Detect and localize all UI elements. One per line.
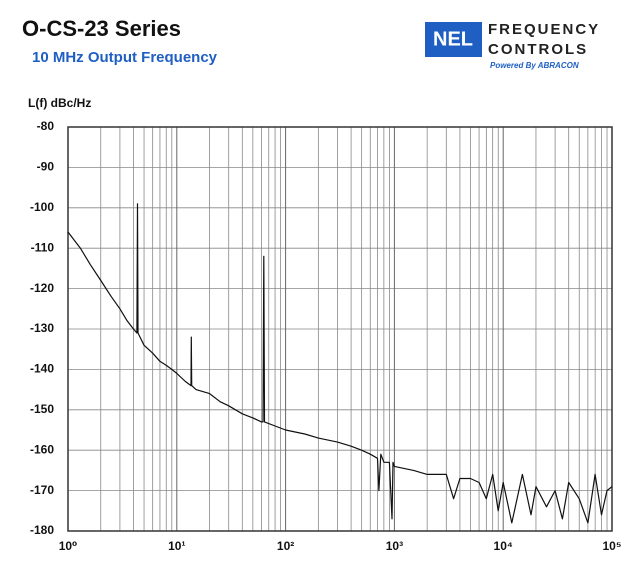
y-tick-label: -120 <box>30 281 54 295</box>
y-tick-label: -170 <box>30 483 54 497</box>
y-tick-label: -180 <box>30 523 54 537</box>
plot-frame <box>67 126 613 532</box>
chart-subtitle: 10 MHz Output Frequency <box>32 49 218 66</box>
y-tick-label: -110 <box>31 240 55 254</box>
chart-title: O-CS-23 Series <box>22 16 181 41</box>
y-tick-label: -90 <box>37 160 55 174</box>
x-tick-label: 10⁵ <box>603 539 622 553</box>
y-tick-label: -100 <box>30 200 54 214</box>
y-tick-label: -80 <box>37 119 55 133</box>
logo-line: CONTROLS <box>488 41 588 58</box>
x-tick-label: 10² <box>277 539 294 553</box>
x-tick-label: 10³ <box>386 539 403 553</box>
x-tick-label: 10⁰ <box>59 539 78 553</box>
logo-tagline: Powered By ABRACON <box>490 61 579 70</box>
y-axis-label: L(f) dBc/Hz <box>28 96 91 110</box>
y-tick-label: -140 <box>30 362 54 376</box>
x-tick-label: 10¹ <box>168 539 185 553</box>
logo-line: FREQUENCY <box>488 21 600 38</box>
logo-mark: NEL <box>433 28 473 50</box>
y-tick-label: -150 <box>30 402 54 416</box>
y-tick-label: -130 <box>30 321 54 335</box>
logo-box <box>425 22 482 57</box>
y-tick-label: -160 <box>30 442 54 456</box>
line-series <box>67 203 613 524</box>
x-tick-label: 10⁴ <box>494 539 513 553</box>
